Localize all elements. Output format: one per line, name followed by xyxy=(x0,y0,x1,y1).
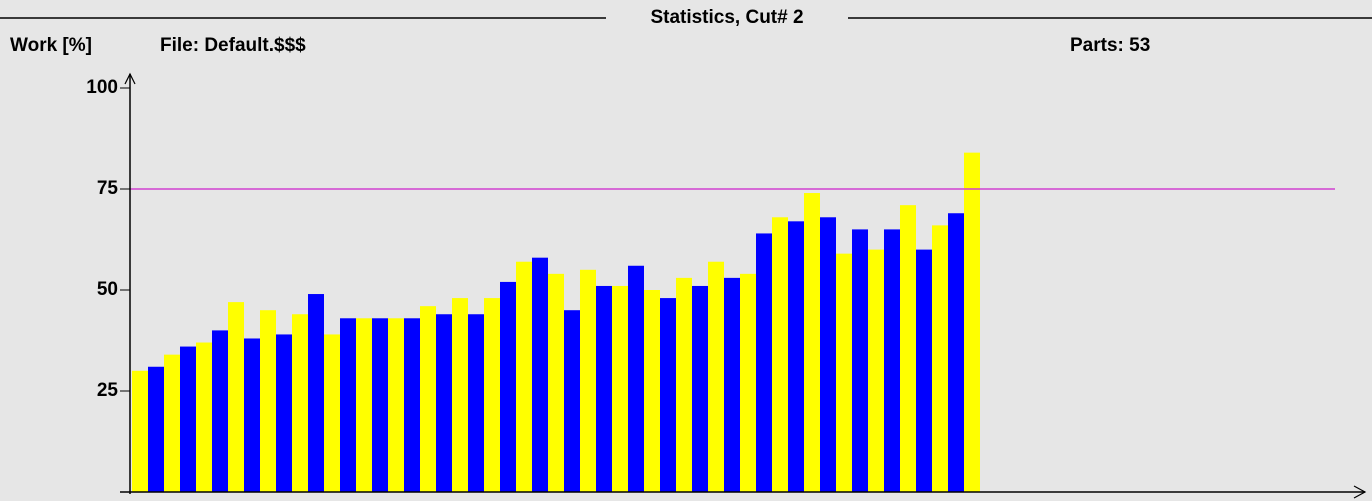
bar xyxy=(612,285,628,492)
bar xyxy=(516,261,532,492)
bar xyxy=(244,338,260,492)
bar xyxy=(436,314,452,492)
y-tick-label: 75 xyxy=(97,178,119,199)
bar xyxy=(772,217,788,492)
bar xyxy=(484,298,500,492)
bar xyxy=(292,314,308,492)
chart-title: Statistics, Cut# 2 xyxy=(650,7,803,28)
bar xyxy=(452,298,468,492)
bar xyxy=(228,302,244,492)
bar xyxy=(404,318,420,492)
bar xyxy=(372,318,388,492)
bar xyxy=(932,225,948,493)
bar xyxy=(468,314,484,492)
bar xyxy=(852,229,868,492)
bar xyxy=(948,213,964,493)
bar xyxy=(212,330,228,492)
y-axis-arrow xyxy=(124,72,136,85)
bar xyxy=(548,273,564,492)
bar xyxy=(836,253,852,492)
bar xyxy=(916,249,932,492)
bar xyxy=(692,285,708,492)
file-label: File: Default.$$$ xyxy=(160,35,306,56)
bar xyxy=(660,298,676,492)
bar xyxy=(596,285,612,492)
bar xyxy=(260,310,276,492)
y-axis-label: Work [%] xyxy=(10,35,92,56)
bar xyxy=(420,306,436,492)
bar xyxy=(324,334,340,492)
bar xyxy=(628,265,644,492)
bar xyxy=(900,205,916,492)
bar xyxy=(788,221,804,492)
bar xyxy=(180,346,196,492)
bar xyxy=(532,257,548,492)
bar xyxy=(196,342,212,492)
bar xyxy=(724,277,740,492)
bar xyxy=(884,229,900,492)
y-tick-label: 50 xyxy=(97,279,118,300)
bar xyxy=(644,290,660,492)
y-tick-label: 25 xyxy=(97,380,119,401)
bar xyxy=(276,334,292,492)
bar xyxy=(756,233,772,492)
bar xyxy=(148,366,164,492)
bar xyxy=(500,281,516,492)
bar xyxy=(740,273,756,492)
bar xyxy=(564,310,580,492)
bar xyxy=(164,354,180,492)
bar xyxy=(340,318,356,492)
x-axis-arrow xyxy=(1353,485,1367,499)
bar xyxy=(308,294,324,492)
bar xyxy=(804,193,820,493)
bar xyxy=(676,277,692,492)
bar xyxy=(708,261,724,492)
bar xyxy=(132,370,148,492)
y-tick-label: 100 xyxy=(86,77,118,98)
bar xyxy=(388,318,404,492)
bar xyxy=(868,249,884,492)
parts-label: Parts: 53 xyxy=(1070,35,1150,56)
plot xyxy=(130,152,1335,493)
bar xyxy=(356,318,372,492)
bar xyxy=(820,217,836,492)
bar xyxy=(580,269,596,492)
bar xyxy=(964,152,980,492)
